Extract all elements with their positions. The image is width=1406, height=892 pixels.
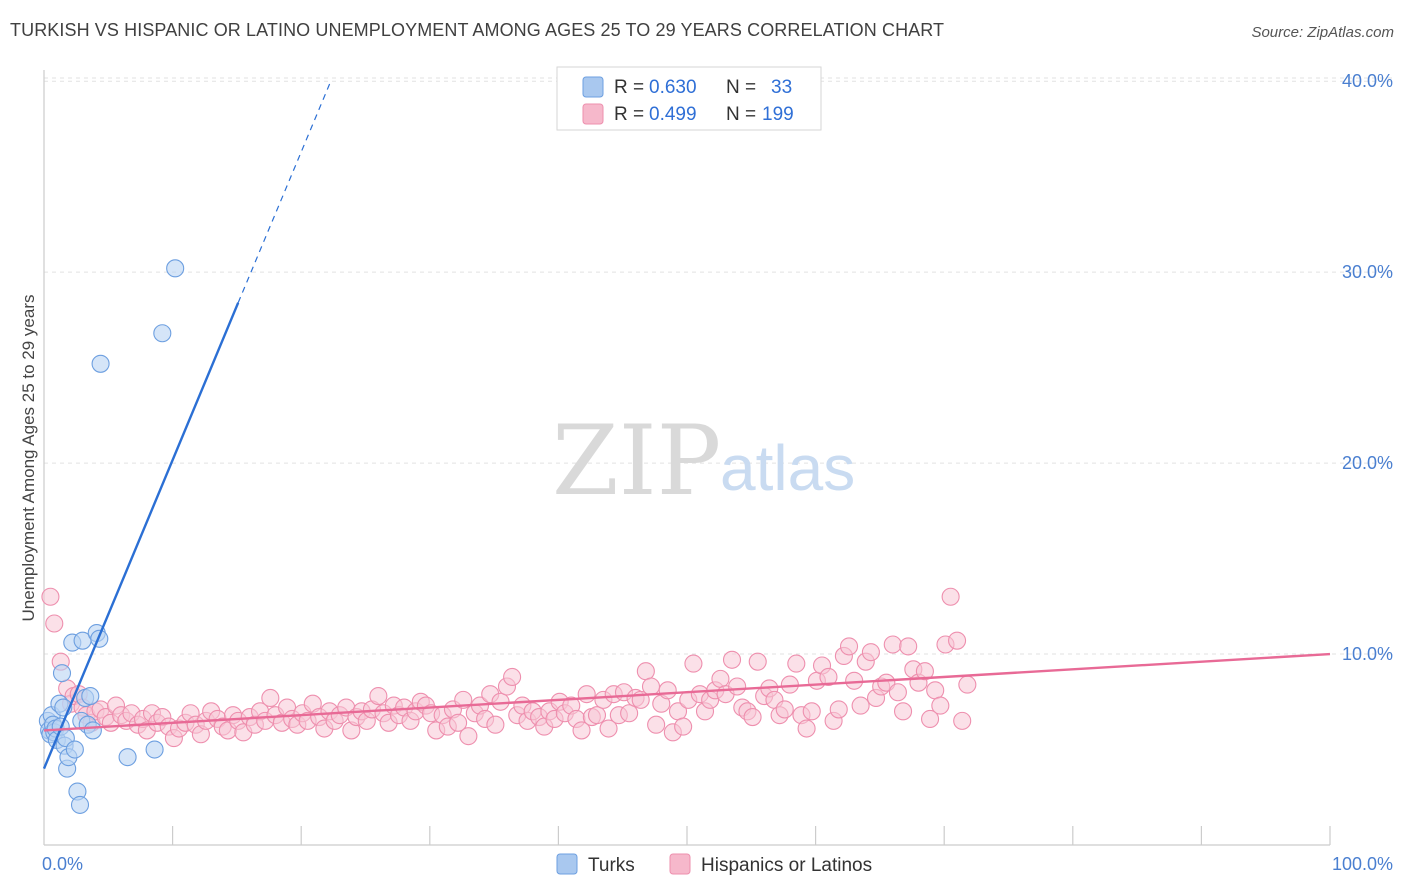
legend-r-label-hispanics: R =	[614, 104, 644, 125]
turks-point	[145, 740, 164, 759]
hispanic-point	[641, 677, 661, 696]
x-tick-label-max: 100.0%	[1332, 854, 1393, 874]
legend-swatch-turks	[582, 76, 604, 98]
hispanic-point	[787, 654, 806, 673]
hispanic-point	[674, 717, 693, 736]
hispanic-point	[861, 643, 880, 662]
hispanic-point	[883, 635, 902, 654]
hispanic-point	[921, 709, 940, 729]
watermark-zip: ZIP	[552, 405, 721, 517]
chart-title: TURKISH VS HISPANIC OR LATINO UNEMPLOYME…	[10, 20, 945, 40]
series-hispanics-points	[41, 587, 977, 748]
hispanic-point	[899, 637, 918, 656]
y-axis-label: Unemployment Among Ages 25 to 29 years	[19, 295, 38, 622]
hispanic-point	[915, 662, 934, 681]
turks-point	[83, 721, 102, 740]
legend-r-label-turks: R =	[614, 77, 644, 98]
source-label: Source: ZipAtlas.com	[1251, 24, 1394, 41]
y-tick-labels: 10.0% 20.0% 30.0% 40.0%	[1342, 71, 1393, 664]
hispanic-point	[953, 711, 972, 730]
hispanic-point	[658, 681, 677, 700]
turks-point	[81, 687, 100, 706]
hispanic-point	[797, 719, 816, 738]
x-axis-ticks	[172, 826, 1331, 845]
legend-r-value-hispanics: 0.499	[649, 104, 697, 125]
bottom-legend-label-hispanics: Hispanics or Latinos	[701, 855, 872, 876]
hispanic-point	[261, 688, 280, 708]
hispanic-point	[636, 662, 655, 681]
hispanic-point	[948, 631, 967, 650]
hispanic-point	[684, 654, 703, 673]
hispanic-point	[839, 637, 859, 656]
series-turks-points	[38, 259, 185, 814]
hispanic-point	[926, 681, 945, 700]
y-tick-label: 10.0%	[1342, 644, 1393, 664]
hispanic-point	[775, 700, 794, 719]
turks-point	[166, 259, 185, 278]
hispanic-point	[577, 685, 596, 704]
hispanic-point	[931, 696, 950, 715]
hispanic-point	[620, 704, 639, 723]
turks-point	[118, 748, 137, 767]
bottom-legend-swatch-hispanics	[669, 853, 691, 875]
bottom-legend-label-turks: Turks	[588, 855, 635, 876]
hispanic-point	[888, 683, 907, 702]
hispanic-point	[819, 667, 838, 687]
hispanic-point	[711, 669, 730, 688]
hispanic-point	[449, 713, 468, 732]
hispanics-trend-line	[43, 652, 1331, 732]
turks-point	[70, 795, 90, 814]
y-tick-label: 40.0%	[1342, 71, 1393, 91]
turks-point	[153, 324, 172, 343]
hispanic-point	[369, 687, 388, 706]
hispanic-point	[941, 587, 960, 606]
legend-swatch-hispanics	[582, 103, 604, 125]
hispanic-point	[851, 696, 870, 715]
legend-n-value-turks: 33	[771, 77, 792, 98]
hispanic-point	[503, 667, 522, 687]
hispanic-point	[802, 702, 821, 721]
hispanic-point	[748, 652, 767, 671]
trend-lines	[42, 80, 1331, 770]
hispanic-point	[647, 715, 666, 734]
hispanic-point	[743, 708, 762, 727]
hispanic-point	[41, 587, 60, 606]
hispanic-point	[599, 719, 618, 738]
bottom-legend-swatch-turks	[556, 853, 578, 875]
turks-point	[65, 740, 84, 759]
watermark: ZIP atlas	[552, 405, 855, 517]
legend: R = 0.630 N = 33 R = 0.499 N = 199	[556, 66, 822, 131]
hispanic-point	[722, 650, 742, 669]
turks-point	[91, 354, 110, 373]
hispanic-point	[728, 677, 747, 696]
x-tick-label-min: 0.0%	[42, 854, 83, 874]
turks-trend-line	[42, 302, 240, 770]
hispanic-point	[587, 706, 607, 725]
grid-lines	[44, 77, 1392, 655]
hispanic-point	[572, 721, 591, 740]
hispanic-point	[893, 702, 913, 721]
hispanic-point	[459, 727, 478, 746]
legend-r-value-turks: 0.630	[649, 77, 697, 98]
hispanic-point	[45, 614, 64, 633]
bottom-legend: Turks Hispanics or Latinos	[556, 853, 872, 876]
legend-n-value-hispanics: 199	[762, 104, 794, 125]
legend-n-label-hispanics: N =	[726, 104, 756, 125]
turks-trend-extension	[237, 80, 332, 303]
hispanic-point	[486, 715, 505, 734]
hispanic-point	[829, 700, 848, 719]
turks-point	[52, 664, 72, 683]
legend-n-label-turks: N =	[726, 77, 756, 98]
watermark-atlas: atlas	[720, 432, 855, 504]
y-tick-label: 20.0%	[1342, 453, 1393, 473]
hispanic-point	[958, 675, 977, 694]
y-tick-label: 30.0%	[1342, 262, 1393, 282]
